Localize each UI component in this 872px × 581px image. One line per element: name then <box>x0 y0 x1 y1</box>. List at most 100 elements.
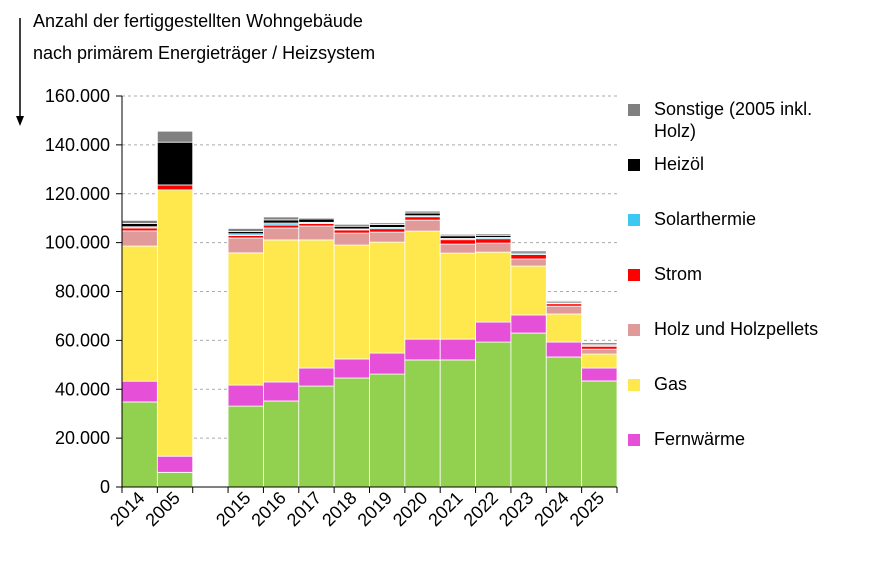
x-tick-label: 2025 <box>566 488 608 530</box>
bar-segment <box>545 313 583 343</box>
x-tick-label: 2023 <box>495 488 537 530</box>
bar-segment <box>545 356 583 488</box>
bar-segment <box>227 228 264 232</box>
bar-segment <box>369 224 406 228</box>
bar-segment <box>369 373 406 488</box>
bar-segment <box>404 338 441 361</box>
bar-segment <box>121 223 158 228</box>
y-tick-label: 160.000 <box>45 86 110 106</box>
bar-segment <box>581 345 618 350</box>
legend-item: Holz und Holzpellets <box>628 318 859 340</box>
bar-segment <box>227 237 264 254</box>
x-tick-label: 2015 <box>212 488 254 530</box>
y-tick-label: 100.000 <box>45 233 110 253</box>
bar-segment <box>298 218 335 223</box>
legend-item: Solarthermie <box>628 208 859 230</box>
bar-segment <box>298 217 335 220</box>
bar-segment <box>263 216 300 221</box>
bar-segment <box>404 216 441 221</box>
bar-segment <box>439 235 476 239</box>
legend-item: Sonstige (2005 inkl. Holz) <box>628 98 859 142</box>
legend-label: Gas <box>654 374 688 394</box>
bar-segment <box>475 341 512 488</box>
chart-title: nach primärem Energieträger / Heizsystem <box>33 43 375 63</box>
bar-segment <box>227 405 264 488</box>
bar-segment <box>298 385 335 488</box>
bar-segment <box>121 227 158 232</box>
bar-segment <box>263 227 300 241</box>
legend-swatch <box>628 324 640 336</box>
legend-label: Fernwärme <box>654 429 746 449</box>
legend-swatch <box>628 379 640 391</box>
bar-segment <box>369 241 406 354</box>
bar-segment <box>475 233 512 236</box>
bar-segment <box>581 342 618 345</box>
x-tick-label: 2018 <box>318 488 360 530</box>
bar-segment <box>510 314 547 334</box>
y-tick-label: 40.000 <box>55 379 110 399</box>
legend-label: Solarthermie <box>654 209 757 229</box>
bar-segment <box>263 400 300 488</box>
legend-swatch <box>628 214 640 226</box>
bar-segment <box>510 250 547 253</box>
legend-swatch <box>628 104 640 116</box>
bar-segment <box>156 184 194 191</box>
bar-segment <box>475 251 512 323</box>
bar-segment <box>404 219 441 232</box>
bar-segment <box>333 223 370 227</box>
bar-segment <box>439 338 476 361</box>
x-tick-label: 2020 <box>389 488 431 530</box>
bar-segment <box>263 224 300 229</box>
bar-segment <box>156 141 194 186</box>
bar-segment <box>333 377 370 488</box>
x-tick-label: 2022 <box>460 488 502 530</box>
bar-segment <box>333 358 370 379</box>
bar-segment <box>475 238 512 244</box>
bar-segment <box>439 233 476 237</box>
bar-segment <box>439 359 476 488</box>
bar-segment <box>439 243 476 254</box>
x-tick-label: 2017 <box>283 488 325 530</box>
y-tick-label: 120.000 <box>45 184 110 204</box>
bar-segment <box>581 348 618 355</box>
legend-item: Gas <box>628 373 859 395</box>
bar-segment <box>369 222 406 225</box>
bar-segment <box>156 130 194 143</box>
bar-segment <box>510 332 547 488</box>
y-tick-label: 60.000 <box>55 330 110 350</box>
bar-segment <box>121 245 158 382</box>
bar-segment <box>439 252 476 340</box>
legend-label: Strom <box>654 264 703 284</box>
bar-segment <box>298 225 335 241</box>
bar-segment <box>439 239 476 245</box>
y-tick-label: 140.000 <box>45 135 110 155</box>
x-tick-label: 2016 <box>247 488 289 530</box>
y-tick-label: 20.000 <box>55 428 110 448</box>
bar-segment <box>263 239 300 383</box>
legend-swatch <box>628 434 640 446</box>
x-tick-label: 2014 <box>106 488 148 530</box>
bar-segment <box>121 219 158 224</box>
arrow-head <box>16 116 24 126</box>
legend-swatch <box>628 269 640 281</box>
bar-segment <box>121 401 158 488</box>
legend-item: Fernwärme <box>628 428 859 450</box>
bar-segment <box>298 239 335 369</box>
bar-segment <box>510 254 547 260</box>
x-tick-label: 2021 <box>424 488 466 530</box>
bar-segment <box>545 341 583 358</box>
legend-label: Sonstige (2005 inkl. Holz) <box>654 99 813 141</box>
bar-segment <box>156 471 194 488</box>
bar-segment <box>510 258 547 267</box>
x-tick-label: 2005 <box>141 488 183 530</box>
bar-segment <box>404 210 441 214</box>
legend-item: Heizöl <box>628 153 859 175</box>
y-tick-label: 0 <box>100 477 110 497</box>
bar-segment <box>121 230 158 247</box>
bar-segment <box>263 219 300 224</box>
bar-segment <box>227 252 264 386</box>
bar-segment <box>121 380 158 403</box>
legend-label: Holz und Holzpellets <box>654 319 819 339</box>
bar-segment <box>581 367 618 382</box>
